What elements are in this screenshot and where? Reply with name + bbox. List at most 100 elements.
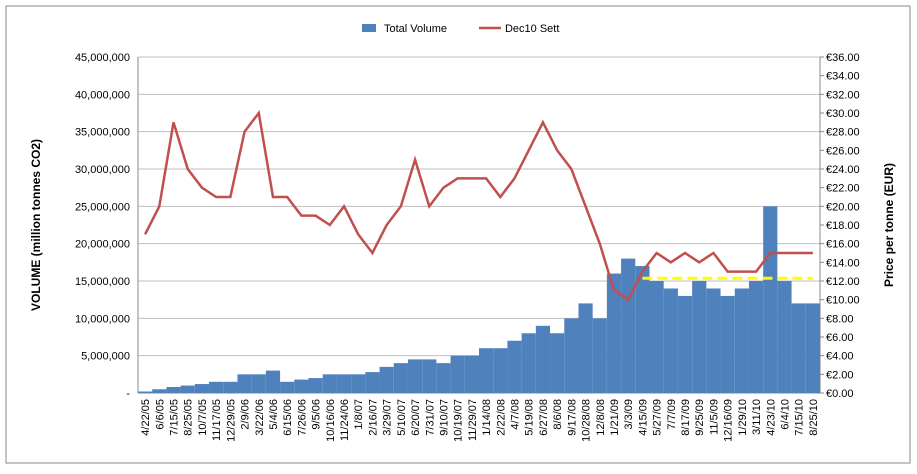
x-tick-label: 4/15/09 <box>637 399 649 436</box>
y2-tick-label: €4.00 <box>826 351 854 363</box>
y2-tick-label: €10.00 <box>826 295 860 307</box>
bar <box>692 281 707 393</box>
bar <box>365 372 380 393</box>
x-tick-label: 8/17/09 <box>680 399 692 436</box>
y2-tick-label: €14.00 <box>826 257 860 269</box>
bar <box>407 359 423 393</box>
bar <box>564 318 579 393</box>
x-tick-label: 6/15/06 <box>282 399 294 436</box>
legend-label: Total Volume <box>384 23 447 35</box>
x-tick-label: 3/3/09 <box>623 399 635 430</box>
x-tick-label: 3/29/07 <box>382 399 394 436</box>
x-tick-label: 8/25/05 <box>183 399 195 436</box>
bar <box>138 391 153 393</box>
y-tick-label: - <box>126 388 130 400</box>
bar <box>265 370 281 393</box>
x-tick-label: 3/11/10 <box>751 399 763 435</box>
x-tick-label: 9/5/06 <box>311 399 323 430</box>
x-tick-label: 1/21/09 <box>609 399 621 436</box>
y2-tick-label: €34.00 <box>826 71 860 83</box>
x-tick-label: 6/27/08 <box>538 399 550 436</box>
x-tick-label: 12/29/05 <box>225 399 237 442</box>
bar <box>535 325 551 393</box>
legend-swatch <box>362 24 376 32</box>
x-tick-label: 10/16/06 <box>325 399 337 442</box>
x-tick-label: 9/10/07 <box>438 399 450 436</box>
bar <box>308 378 323 393</box>
bar <box>152 389 167 393</box>
bar <box>393 363 408 393</box>
legend-label: Dec10 Sett <box>505 23 559 35</box>
bar <box>550 333 565 393</box>
y-tick-label: 35,000,000 <box>75 127 130 139</box>
x-tick-label: 5/10/07 <box>396 399 408 436</box>
y-tick-label: 5,000,000 <box>81 351 130 363</box>
x-tick-label: 10/7/05 <box>197 399 209 436</box>
y-axis-title: VOLUME (million tonnes CO2) <box>29 139 43 311</box>
y2-tick-label: €28.00 <box>826 127 860 139</box>
x-tick-label: 1/14/08 <box>481 399 493 436</box>
x-tick-label: 1/29/10 <box>737 399 749 436</box>
y-tick-label: 10,000,000 <box>75 313 130 325</box>
y2-tick-label: €22.00 <box>826 183 860 195</box>
bar <box>621 258 636 393</box>
x-tick-label: 7/7/09 <box>666 399 678 430</box>
y2-tick-label: €20.00 <box>826 201 860 213</box>
bar <box>507 340 522 393</box>
x-tick-label: 1/8/07 <box>353 399 365 430</box>
bar <box>294 379 309 393</box>
x-tick-label: 11/29/07 <box>467 399 479 441</box>
y2-tick-label: €30.00 <box>826 108 860 120</box>
x-tick-label: 8/25/10 <box>808 399 820 436</box>
bar <box>734 288 749 393</box>
y2-tick-label: €18.00 <box>826 220 860 232</box>
bar <box>180 385 195 393</box>
y2-tick-label: €0.00 <box>826 388 854 400</box>
price-line <box>143 109 813 302</box>
x-tick-label: 11/17/05 <box>211 399 223 441</box>
bar <box>720 295 735 393</box>
x-tick-label: 4/22/05 <box>140 399 152 436</box>
x-tick-label: 6/6/05 <box>154 399 166 430</box>
bar <box>791 303 806 393</box>
bar <box>493 348 508 393</box>
y2-tick-label: €2.00 <box>826 369 854 381</box>
y2-tick-label: €32.00 <box>826 89 860 101</box>
bar <box>223 381 238 393</box>
bar <box>521 333 536 393</box>
bar <box>336 374 352 393</box>
x-tick-label: 7/15/05 <box>169 399 181 436</box>
bar <box>194 384 210 393</box>
x-tick-label: 2/22/08 <box>495 399 507 436</box>
y-tick-label: 30,000,000 <box>75 164 130 176</box>
x-tick-label: 5/4/06 <box>268 399 280 430</box>
x-tick-label: 6/4/10 <box>779 399 791 430</box>
y-tick-label: 25,000,000 <box>75 201 130 213</box>
bar <box>251 374 266 393</box>
x-tick-label: 7/15/10 <box>794 399 806 436</box>
bar <box>280 381 295 393</box>
bar <box>479 348 494 393</box>
bar <box>422 359 437 393</box>
y2-tick-label: €24.00 <box>826 164 860 176</box>
x-tick-label: 8/6/08 <box>552 399 564 430</box>
y2-tick-label: €16.00 <box>826 239 860 251</box>
bar <box>763 206 778 393</box>
bar <box>635 266 650 393</box>
x-tick-label: 11/24/06 <box>339 399 351 441</box>
bar <box>777 281 792 393</box>
x-tick-label: 2/16/07 <box>367 399 379 436</box>
y2-tick-label: €26.00 <box>826 145 860 157</box>
x-tick-label: 2/9/06 <box>240 399 252 430</box>
bar <box>351 374 366 393</box>
bar <box>379 366 394 393</box>
x-tick-label: 7/26/06 <box>296 399 308 436</box>
bar <box>464 355 479 393</box>
y-tick-label: 15,000,000 <box>75 276 130 288</box>
x-tick-label: 7/31/07 <box>424 399 436 436</box>
bar <box>592 318 607 393</box>
x-tick-label: 11/5/09 <box>708 399 720 435</box>
bar <box>748 281 764 393</box>
bar <box>166 387 181 393</box>
